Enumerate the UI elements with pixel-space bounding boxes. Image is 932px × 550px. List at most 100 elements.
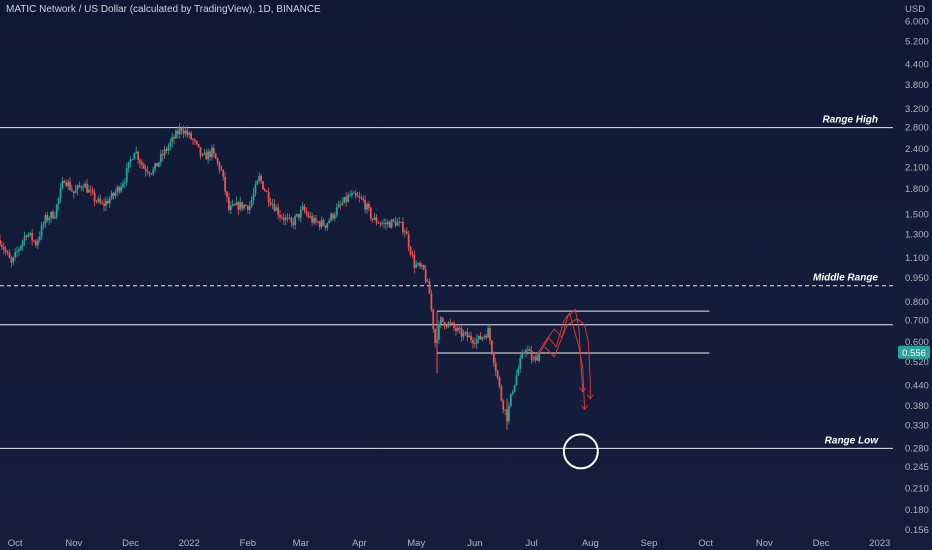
- candle-body: [27, 234, 30, 237]
- candle-body: [159, 154, 162, 163]
- candle-body: [150, 173, 153, 175]
- candle-body: [175, 130, 177, 139]
- x-tick-label: Dec: [813, 538, 830, 549]
- candle-body: [229, 205, 232, 210]
- candle-body: [122, 183, 124, 187]
- candle-body: [453, 322, 455, 328]
- candle-body: [294, 216, 297, 226]
- candle-body: [67, 181, 70, 186]
- candle-body: [511, 391, 514, 394]
- level-label: Range High: [822, 115, 878, 126]
- candle-body: [203, 152, 206, 155]
- candle-body: [106, 200, 109, 204]
- candle-body: [12, 257, 15, 263]
- candle-body: [430, 293, 433, 310]
- x-tick-label: Feb: [240, 538, 256, 549]
- candle-body: [489, 328, 491, 341]
- candle-body: [447, 322, 450, 327]
- x-tick-label: 2022: [179, 538, 200, 549]
- candle-body: [182, 130, 185, 134]
- candle-body: [424, 269, 427, 282]
- candle-body: [434, 328, 437, 343]
- candle-body: [328, 220, 331, 224]
- candle-body: [385, 222, 387, 225]
- candle-body: [55, 204, 58, 217]
- candle-body: [400, 221, 402, 223]
- candle-body: [192, 139, 194, 140]
- candle-body: [53, 216, 56, 219]
- y-tick-label: 1.500: [905, 210, 929, 221]
- y-tick-label: 3.800: [905, 80, 929, 91]
- candle-body: [267, 191, 270, 203]
- candle-body: [413, 254, 416, 268]
- candle-body: [464, 332, 467, 333]
- candle-body: [330, 213, 332, 221]
- y-tick-label: 0.330: [905, 420, 929, 431]
- candle-body: [292, 222, 295, 226]
- candle-body: [538, 352, 541, 361]
- candle-body: [305, 211, 308, 214]
- candle-body: [396, 222, 399, 226]
- last-price-box: [898, 345, 930, 359]
- candle-body: [508, 405, 510, 422]
- candle-body: [123, 182, 126, 184]
- x-tick-label: Nov: [756, 538, 773, 549]
- y-tick-label: 0.180: [905, 505, 929, 516]
- candle-body: [375, 217, 378, 223]
- candle-body: [158, 162, 160, 167]
- candle-body: [74, 189, 77, 194]
- chart-title: MATIC Network / US Dollar (calculated by…: [6, 4, 321, 15]
- annotation-labels-layer: Range High Middle Range Range Low: [562, 115, 879, 470]
- x-tick-label: Aug: [582, 538, 599, 549]
- candle-body: [371, 218, 374, 220]
- candle-body: [163, 149, 166, 156]
- candle-body: [402, 222, 404, 233]
- candle-body: [419, 263, 421, 267]
- candle-body: [171, 137, 174, 143]
- candle-body: [101, 202, 104, 204]
- arrow-head: [579, 387, 587, 393]
- candle-body: [10, 258, 13, 263]
- candle-body: [23, 235, 26, 241]
- candle-body: [89, 189, 92, 191]
- y-tick-label: 6.000: [905, 16, 929, 27]
- candle-body: [263, 189, 266, 191]
- candle-body: [502, 400, 505, 410]
- candle-body: [228, 197, 230, 210]
- candle-body: [0, 239, 1, 245]
- y-tick-label: 0.156: [905, 525, 929, 536]
- candle-body: [186, 130, 189, 135]
- candle-body: [301, 206, 304, 210]
- candle-body: [44, 215, 47, 224]
- candle-body: [269, 202, 272, 205]
- candle-body: [91, 190, 94, 193]
- candle-body: [494, 362, 497, 371]
- candle-body: [282, 217, 285, 221]
- candle-body: [417, 263, 420, 265]
- candle-body: [262, 181, 264, 190]
- candle-body: [18, 249, 20, 252]
- candle-body: [72, 191, 75, 194]
- candle-body: [432, 309, 435, 329]
- y-tick-label: 0.280: [905, 443, 929, 454]
- sketch-path: [538, 312, 586, 410]
- candle-body: [184, 130, 187, 134]
- candle-body: [345, 196, 348, 202]
- candle-body: [351, 193, 353, 196]
- candle-body: [284, 217, 287, 221]
- candle-body: [273, 203, 276, 211]
- candle-body: [224, 176, 227, 192]
- candle-body: [458, 328, 461, 329]
- candle-body: [176, 130, 179, 135]
- candle-body: [479, 335, 482, 340]
- candle-body: [214, 153, 217, 159]
- horizontal-lines-layer: [0, 127, 893, 449]
- candle-body: [16, 251, 18, 253]
- candle-body: [487, 328, 490, 338]
- candle-body: [50, 211, 52, 219]
- candle-body: [235, 202, 238, 206]
- candle-body: [525, 350, 527, 354]
- candle-body: [31, 232, 34, 241]
- candle-body: [523, 352, 525, 354]
